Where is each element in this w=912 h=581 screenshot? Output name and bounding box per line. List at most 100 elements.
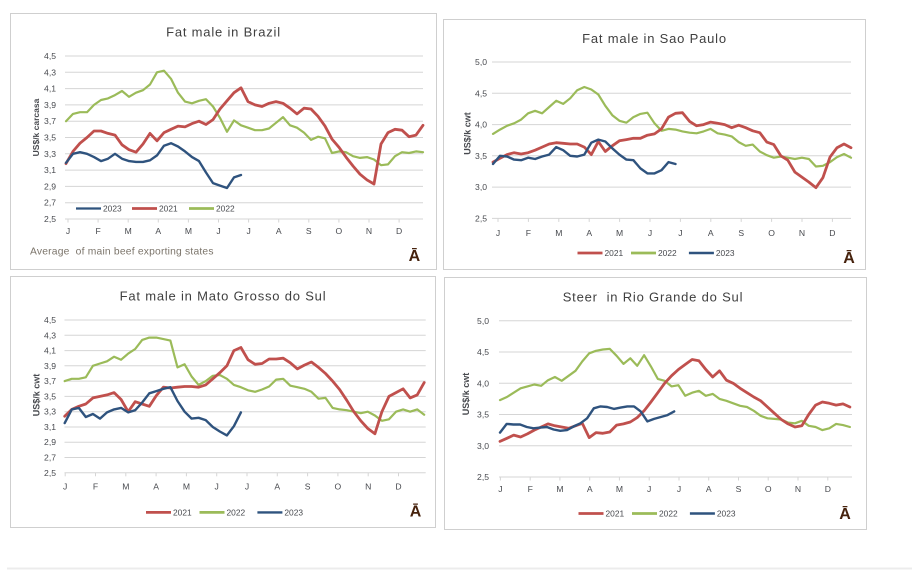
svg-text:4,3: 4,3 bbox=[44, 67, 56, 77]
svg-text:J: J bbox=[63, 482, 67, 492]
svg-text:2023: 2023 bbox=[717, 509, 736, 519]
svg-text:2,9: 2,9 bbox=[44, 437, 56, 447]
svg-text:N: N bbox=[365, 482, 371, 492]
svg-text:Fat male in Mato Grosso do Sul: Fat male in Mato Grosso do Sul bbox=[120, 289, 327, 304]
svg-text:J: J bbox=[498, 484, 502, 494]
svg-text:A: A bbox=[708, 228, 714, 238]
svg-text:2,5: 2,5 bbox=[44, 214, 56, 224]
svg-text:J: J bbox=[648, 228, 652, 238]
svg-text:M: M bbox=[616, 484, 623, 494]
svg-text:2022: 2022 bbox=[216, 204, 235, 214]
svg-text:J: J bbox=[245, 482, 249, 492]
svg-text:4,1: 4,1 bbox=[44, 84, 56, 94]
svg-text:F: F bbox=[526, 228, 531, 238]
svg-text:2021: 2021 bbox=[606, 509, 625, 519]
svg-text:Fat male in Sao Paulo: Fat male in Sao Paulo bbox=[582, 31, 727, 46]
svg-text:J: J bbox=[66, 226, 70, 236]
svg-text:D: D bbox=[395, 482, 401, 492]
svg-text:M: M bbox=[125, 226, 132, 236]
svg-text:2021: 2021 bbox=[173, 507, 192, 517]
svg-text:5,0: 5,0 bbox=[477, 316, 489, 326]
svg-text:4,5: 4,5 bbox=[44, 51, 56, 61]
svg-text:4,5: 4,5 bbox=[44, 315, 56, 325]
svg-text:US$/k carcasa: US$/k carcasa bbox=[31, 98, 41, 156]
svg-text:2021: 2021 bbox=[605, 248, 624, 258]
svg-text:M: M bbox=[122, 482, 129, 492]
svg-text:Fat male in Brazil: Fat male in Brazil bbox=[166, 25, 281, 40]
svg-text:2,5: 2,5 bbox=[477, 472, 489, 482]
svg-text:3,1: 3,1 bbox=[44, 422, 56, 432]
svg-text:4,1: 4,1 bbox=[44, 346, 56, 356]
svg-text:M: M bbox=[183, 482, 190, 492]
svg-text:2022: 2022 bbox=[658, 248, 677, 258]
svg-text:3,5: 3,5 bbox=[44, 133, 56, 143]
svg-text:O: O bbox=[336, 226, 343, 236]
svg-text:J: J bbox=[215, 482, 219, 492]
svg-text:3,5: 3,5 bbox=[477, 410, 489, 420]
svg-text:N: N bbox=[799, 228, 805, 238]
svg-text:5,0: 5,0 bbox=[475, 57, 487, 67]
svg-text:F: F bbox=[95, 226, 100, 236]
svg-text:Ā: Ā bbox=[409, 246, 421, 265]
svg-text:A: A bbox=[274, 482, 280, 492]
svg-text:Ā: Ā bbox=[843, 248, 855, 267]
svg-text:D: D bbox=[825, 484, 831, 494]
svg-text:M: M bbox=[556, 484, 563, 494]
svg-text:US$/k cwt: US$/k cwt bbox=[461, 373, 471, 416]
svg-text:A: A bbox=[706, 484, 712, 494]
svg-text:F: F bbox=[528, 484, 533, 494]
svg-text:3,0: 3,0 bbox=[477, 441, 489, 451]
svg-text:3,3: 3,3 bbox=[44, 407, 56, 417]
svg-text:US$/k cwt: US$/k cwt bbox=[463, 112, 473, 155]
svg-text:A: A bbox=[155, 226, 161, 236]
svg-text:3,5: 3,5 bbox=[44, 391, 56, 401]
svg-text:M: M bbox=[555, 228, 562, 238]
svg-text:3,9: 3,9 bbox=[44, 100, 56, 110]
svg-text:J: J bbox=[246, 226, 250, 236]
svg-text:D: D bbox=[396, 226, 402, 236]
svg-text:4,0: 4,0 bbox=[477, 378, 489, 388]
svg-text:F: F bbox=[93, 482, 98, 492]
svg-text:O: O bbox=[335, 482, 342, 492]
svg-text:O: O bbox=[768, 228, 775, 238]
svg-text:US$/k cwt: US$/k cwt bbox=[32, 374, 42, 417]
svg-text:3,3: 3,3 bbox=[44, 149, 56, 159]
svg-text:2023: 2023 bbox=[716, 248, 735, 258]
svg-text:2022: 2022 bbox=[659, 509, 678, 519]
svg-text:J: J bbox=[678, 228, 682, 238]
svg-text:J: J bbox=[677, 484, 681, 494]
svg-text:4,3: 4,3 bbox=[44, 330, 56, 340]
svg-text:M: M bbox=[185, 226, 192, 236]
svg-text:4,5: 4,5 bbox=[475, 88, 487, 98]
svg-text:M: M bbox=[616, 228, 623, 238]
svg-text:2,9: 2,9 bbox=[44, 181, 56, 191]
svg-text:3,5: 3,5 bbox=[475, 151, 487, 161]
svg-text:2,5: 2,5 bbox=[44, 468, 56, 478]
svg-text:Ā: Ā bbox=[410, 502, 422, 521]
svg-text:2023: 2023 bbox=[103, 204, 122, 214]
svg-text:3,1: 3,1 bbox=[44, 165, 56, 175]
svg-text:2021: 2021 bbox=[159, 204, 178, 214]
svg-text:2022: 2022 bbox=[227, 507, 246, 517]
svg-text:A: A bbox=[153, 482, 159, 492]
svg-text:Average of main beef exportin: Average of main beef exporting states bbox=[30, 247, 214, 258]
svg-text:2023: 2023 bbox=[284, 507, 303, 517]
svg-text:S: S bbox=[736, 484, 742, 494]
svg-text:3,0: 3,0 bbox=[475, 182, 487, 192]
svg-text:4,0: 4,0 bbox=[475, 120, 487, 130]
svg-text:A: A bbox=[276, 226, 282, 236]
svg-text:4,5: 4,5 bbox=[477, 347, 489, 357]
svg-text:J: J bbox=[216, 226, 220, 236]
svg-text:S: S bbox=[306, 226, 312, 236]
svg-text:N: N bbox=[795, 484, 801, 494]
svg-text:N: N bbox=[366, 226, 372, 236]
svg-text:S: S bbox=[738, 228, 744, 238]
svg-text:3,7: 3,7 bbox=[44, 376, 56, 386]
svg-text:Steer in Rio Grande do Sul: Steer in Rio Grande do Sul bbox=[563, 290, 744, 305]
svg-text:O: O bbox=[765, 484, 772, 494]
svg-text:J: J bbox=[496, 228, 500, 238]
svg-text:3,9: 3,9 bbox=[44, 361, 56, 371]
svg-text:Ā: Ā bbox=[839, 504, 851, 523]
svg-text:D: D bbox=[829, 228, 835, 238]
svg-text:A: A bbox=[587, 484, 593, 494]
